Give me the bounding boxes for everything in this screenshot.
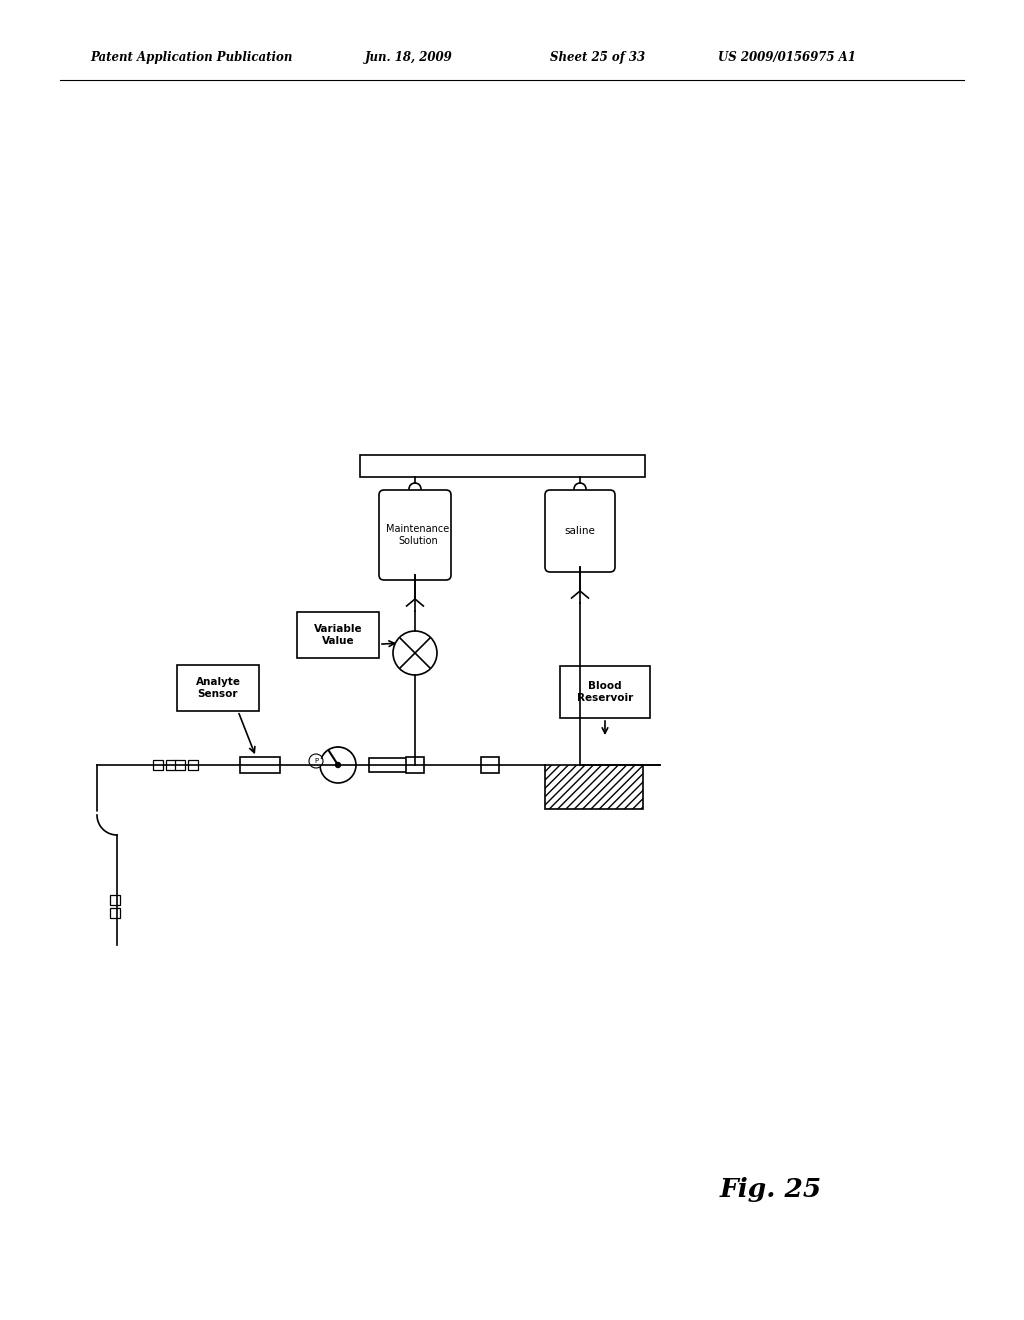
Bar [240, 756, 280, 774]
Bar [369, 758, 407, 772]
Text: Sheet 25 of 33: Sheet 25 of 33 [550, 51, 645, 65]
Circle shape [574, 483, 586, 495]
Bar [481, 756, 499, 774]
Bar [153, 760, 163, 770]
Text: Maintenance
Solution: Maintenance Solution [386, 524, 450, 545]
Text: Jun. 18, 2009: Jun. 18, 2009 [365, 51, 453, 65]
Bar [110, 908, 120, 917]
Circle shape [393, 631, 437, 675]
Bar [406, 756, 424, 774]
Bar [177, 665, 259, 711]
Bar [175, 760, 185, 770]
Bar [110, 895, 120, 906]
Text: US 2009/0156975 A1: US 2009/0156975 A1 [718, 51, 856, 65]
Bar [188, 760, 198, 770]
Circle shape [309, 754, 323, 768]
Text: Blood
Reservoir: Blood Reservoir [577, 681, 633, 702]
Bar [560, 667, 650, 718]
Circle shape [409, 483, 421, 495]
Bar [360, 455, 645, 477]
Bar [297, 612, 379, 657]
Text: Fig. 25: Fig. 25 [720, 1177, 822, 1203]
Text: Patent Application Publication: Patent Application Publication [90, 51, 293, 65]
Text: Analyte
Sensor: Analyte Sensor [196, 677, 241, 698]
Circle shape [319, 747, 356, 783]
Bar [545, 766, 643, 809]
FancyBboxPatch shape [379, 490, 451, 579]
Text: P: P [314, 758, 318, 764]
Text: Variable
Value: Variable Value [313, 624, 362, 645]
Text: saline: saline [564, 525, 595, 536]
Bar [166, 760, 176, 770]
FancyBboxPatch shape [545, 490, 615, 572]
Circle shape [336, 763, 341, 767]
